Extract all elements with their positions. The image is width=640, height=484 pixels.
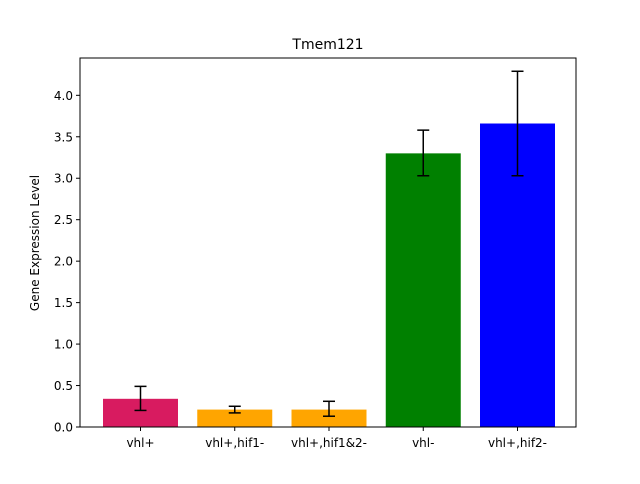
x-tick-label: vhl- — [412, 436, 434, 450]
y-tick-label: 1.0 — [54, 338, 73, 352]
y-tick-label: 1.5 — [54, 296, 73, 310]
y-axis: 0.0 0.5 1.0 1.5 2.0 2.5 3.0 3.5 4.0 — [54, 89, 80, 435]
x-tick-label: vhl+,hif2- — [488, 436, 547, 450]
bar — [385, 153, 461, 427]
y-tick-label: 0.0 — [54, 421, 73, 435]
x-tick-label: vhl+,hif1- — [205, 436, 264, 450]
y-axis-label: Gene Expression Level — [28, 175, 42, 311]
y-tick-label: 3.5 — [54, 130, 73, 144]
bars-group — [103, 123, 555, 427]
bar — [197, 409, 273, 427]
x-tick-label: vhl+ — [126, 436, 154, 450]
y-tick-label: 2.5 — [54, 213, 73, 227]
y-tick-label: 2.0 — [54, 255, 73, 269]
y-tick-label: 0.5 — [54, 379, 73, 393]
chart-title: Tmem121 — [291, 37, 363, 53]
y-tick-label: 3.0 — [54, 172, 73, 186]
x-axis: vhl+ vhl+,hif1- vhl+,hif1&2- vhl-vhl+,hif2- — [126, 427, 547, 450]
error-bars-group — [134, 70, 524, 417]
y-tick-label: 4.0 — [54, 89, 73, 103]
plot-frame — [79, 57, 577, 428]
bar — [291, 409, 367, 427]
x-tick-label: vhl+,hif1&2- — [291, 436, 367, 450]
